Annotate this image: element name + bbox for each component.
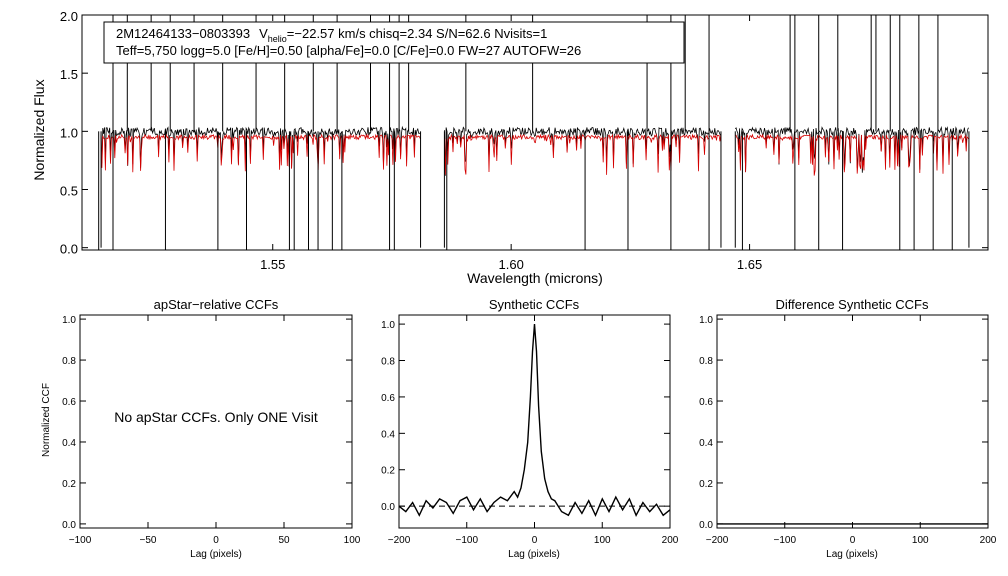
model-spectrum-line (444, 133, 722, 175)
star-id: 2M12464133−0803393 (116, 26, 250, 41)
synthetic-ccf-xtick-label: 0 (532, 535, 538, 546)
difference-ccf-xtick-label: −200 (706, 535, 729, 546)
synthetic-ccf-ytick-label: 0.2 (381, 466, 395, 477)
synthetic-ccf-xtick-label: −100 (455, 535, 478, 546)
synthetic-ccf-lines (398, 324, 671, 518)
spectrum-ytick-label: 1.5 (60, 67, 78, 82)
difference-ccf-ticks: −200 −100 0 100 200 0.0 0.2 0.4 0.6 0.8 1.0 (699, 315, 997, 546)
difference-ccf-ytick-label: 1.0 (699, 315, 713, 326)
synthetic-ccf-ticks: −200 −100 0 100 200 0.0 0.2 0.4 0.6 0.8 1.0 (381, 315, 679, 546)
apstar-ccf-ytick-label: 0.8 (62, 356, 76, 367)
apstar-ccf-ytick-label: 0.0 (62, 520, 76, 531)
apstar-ccf-ytick-label: 1.0 (62, 315, 76, 326)
difference-ccf-frame (716, 314, 989, 529)
no-ccf-note: No apStar CCFs. Only ONE Visit (114, 409, 318, 425)
synthetic-ccf-ytick-label: 0.8 (381, 357, 395, 368)
synthetic-ccf-ytick-label: 0.0 (381, 502, 395, 513)
model-spectrum-line (100, 133, 421, 173)
apstar-ccf-xtick-label: 50 (278, 535, 290, 546)
apstar-ccf-xtick-label: −100 (69, 535, 92, 546)
spectrum-ytick-label: 0.5 (60, 184, 78, 199)
apstar-ccf-xtick-label: −50 (140, 535, 157, 546)
v-helio-rest: =−22.57 km/s chisq=2.34 S/N=62.6 Nvisits… (287, 26, 548, 41)
difference-ccf-xtick-label: −100 (773, 535, 796, 546)
apstar-ccf-xtick-label: 0 (213, 535, 219, 546)
spectrum-xtick-label: 1.60 (499, 257, 524, 272)
synthetic-ccf-panel: −200 −100 0 100 200 0.0 0.2 0.4 0.6 0.8 1.0 Synthe… (381, 297, 679, 560)
spectrum-xtick-label: 1.65 (737, 257, 762, 272)
apstar-ccf-ylabel: Normalized CCF (41, 383, 52, 457)
apstar-ccf-panel: −100 −50 0 50 100 0.0 0.2 0.4 0.6 0.8 1.0 apStar−r… (41, 297, 361, 560)
spectrum-panel: 1.55 1.60 1.65 0.0 0.5 1.0 1.5 2.0 Wavelength (… (31, 9, 989, 286)
spectrum-ytick-label: 1.0 (60, 125, 78, 140)
spectrum-ytick-label: 0.0 (60, 242, 78, 257)
spectrum-ytick-label: 2.0 (60, 9, 78, 24)
synthetic-ccf-xtick-label: 100 (594, 535, 611, 546)
difference-ccf-xtick-label: 0 (850, 535, 856, 546)
spectrum-xtick-label: 1.55 (260, 257, 285, 272)
difference-ccf-xlabel: Lag (pixels) (826, 549, 878, 560)
observed-spectrum-line (444, 126, 722, 176)
info-line-2: Teff=5,750 logg=5.0 [Fe/H]=0.50 [alpha/F… (116, 43, 581, 58)
apstar-ccf-xtick-label: 100 (344, 535, 361, 546)
info-line-1: 2M12464133−0803393 Vhelio=−22.57 km/s chi… (116, 26, 547, 44)
info-box (103, 21, 685, 64)
synthetic-ccf-title: Synthetic CCFs (489, 297, 580, 312)
apstar-ccf-ticks: −100 −50 0 50 100 0.0 0.2 0.4 0.6 0.8 1.0 (62, 315, 361, 546)
synthetic-ccf-ytick-label: 0.4 (381, 429, 395, 440)
difference-ccf-title: Difference Synthetic CCFs (776, 297, 929, 312)
observed-spectrum-line (100, 125, 421, 169)
apstar-ccf-ytick-label: 0.2 (62, 479, 76, 490)
synthetic-ccf-xlabel: Lag (pixels) (508, 549, 560, 560)
synthetic-ccf-frame (398, 314, 671, 529)
difference-ccf-ytick-label: 0.4 (699, 438, 713, 449)
synthetic-ccf-xtick-label: 200 (662, 535, 679, 546)
difference-ccf-xtick-label: 100 (912, 535, 929, 546)
difference-ccf-panel: −200 −100 0 100 200 0.0 0.2 0.4 0.6 0.8 1.0 Differ… (699, 297, 997, 560)
apstar-ccf-title: apStar−relative CCFs (154, 297, 279, 312)
difference-ccf-ytick-label: 0.8 (699, 356, 713, 367)
spectrum-ylabel: Normalized Flux (31, 79, 47, 180)
v-helio-symbol: V (259, 26, 268, 41)
synthetic-ccf-xtick-label: −200 (388, 535, 411, 546)
synthetic-ccf-line (398, 324, 671, 518)
synthetic-ccf-ytick-label: 0.6 (381, 393, 395, 404)
apstar-ccf-ytick-label: 0.6 (62, 397, 76, 408)
difference-ccf-ytick-label: 0.2 (699, 479, 713, 490)
difference-ccf-xtick-label: 200 (980, 535, 997, 546)
difference-ccf-ytick-label: 0.6 (699, 397, 713, 408)
spectrum-xlabel: Wavelength (microns) (467, 270, 603, 286)
difference-ccf-ytick-label: 0.0 (699, 520, 713, 531)
spectrum-frame (81, 14, 989, 251)
apstar-ccf-ytick-label: 0.4 (62, 438, 76, 449)
spectrum-ticks: 1.55 1.60 1.65 0.0 0.5 1.0 1.5 2.0 (60, 9, 988, 272)
apstar-ccf-xlabel: Lag (pixels) (190, 549, 242, 560)
synthetic-ccf-ytick-label: 1.0 (381, 320, 395, 331)
v-helio-subscript: helio (268, 34, 287, 44)
model-spectrum-line (735, 133, 969, 176)
